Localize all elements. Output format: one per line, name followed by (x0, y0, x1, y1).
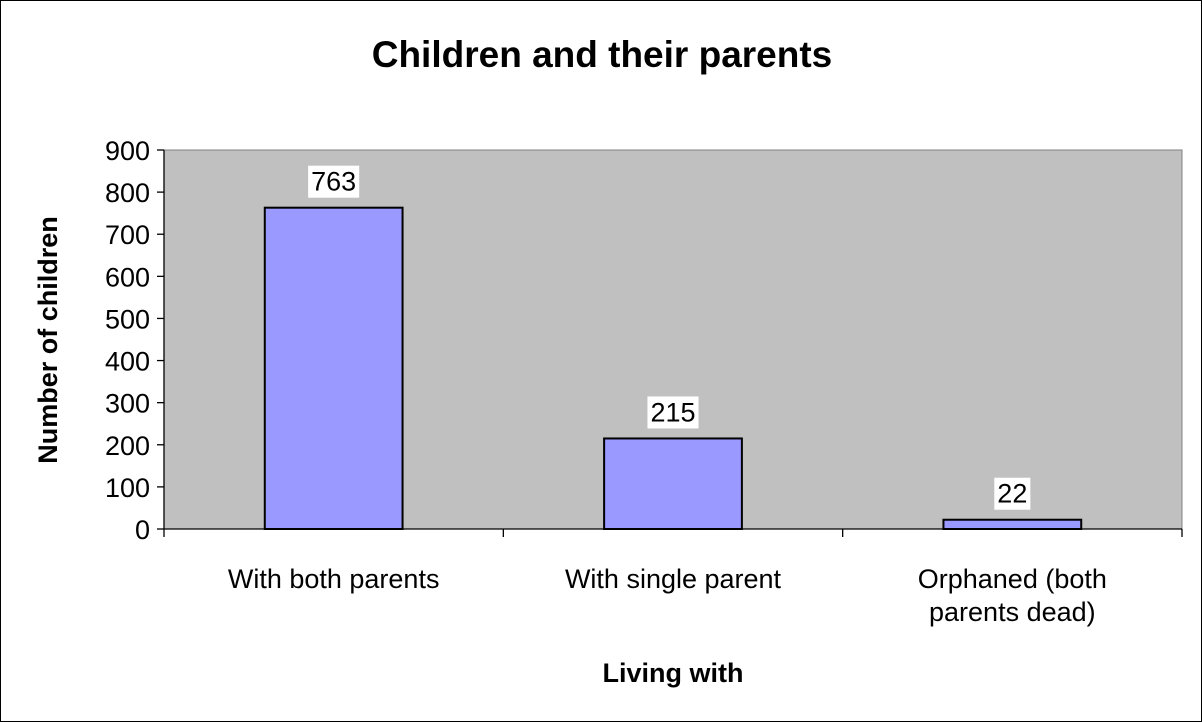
x-axis-title: Living with (603, 658, 744, 688)
x-category-label: With single parent (565, 564, 782, 594)
data-label: 763 (311, 167, 356, 197)
y-axis-title: Number of children (33, 216, 63, 464)
x-category-label: With both parents (228, 564, 440, 594)
bars (263, 206, 1083, 531)
y-tick-label: 500 (105, 304, 150, 334)
y-tick-label: 900 (105, 136, 150, 166)
data-label: 22 (997, 479, 1027, 509)
x-category-label: parents dead) (929, 597, 1096, 627)
x-category-labels: With both parents With single parent Orpha… (228, 564, 1107, 627)
chart-title: Children and their parents (372, 34, 833, 75)
y-axis: 0 100 200 300 400 500 600 700 800 900 (105, 136, 165, 545)
data-label-background (308, 165, 360, 198)
y-tick-label: 400 (105, 347, 150, 377)
bar (263, 206, 404, 530)
y-tick-label: 0 (135, 515, 150, 545)
data-label-background (647, 396, 699, 429)
y-tick-label: 600 (105, 262, 150, 292)
bar (603, 437, 743, 531)
y-tick-label: 200 (105, 431, 150, 461)
x-axis (163, 528, 1183, 537)
data-label-background (994, 477, 1031, 510)
y-tick-label: 700 (105, 220, 150, 250)
bar (942, 518, 1083, 530)
data-label: 215 (650, 397, 695, 427)
y-tick-label: 300 (105, 389, 150, 419)
y-tick-label: 100 (105, 473, 150, 503)
x-category-label: Orphaned (both (918, 564, 1107, 594)
y-tick-label: 800 (105, 178, 150, 208)
data-labels: 763 215 22 (308, 165, 1031, 510)
